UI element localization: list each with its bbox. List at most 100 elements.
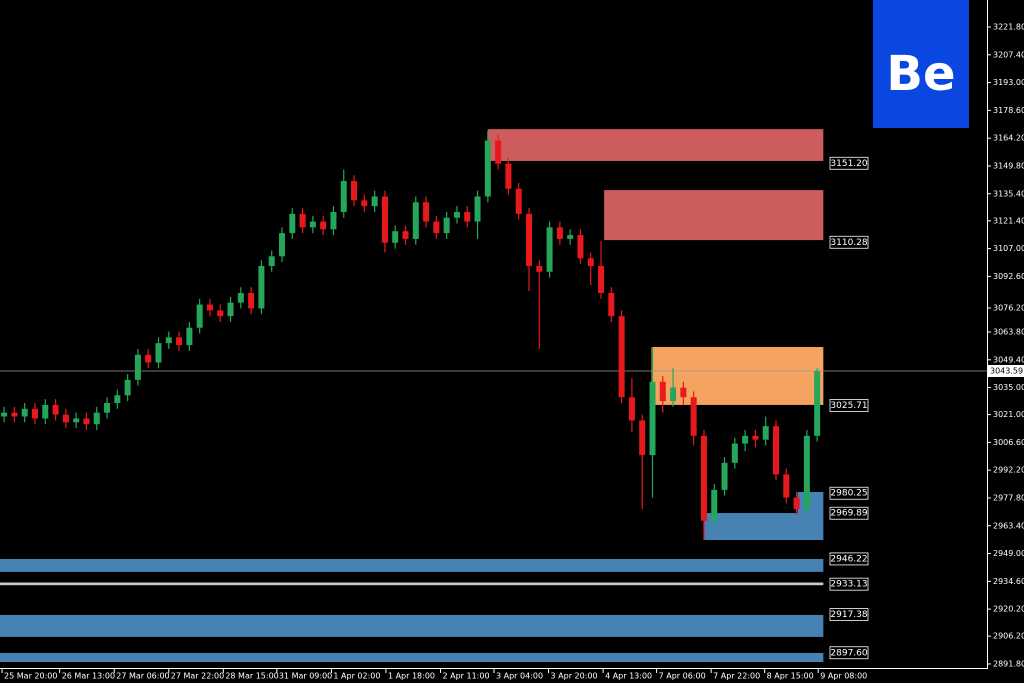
candle-body [783, 474, 790, 498]
level-label: 2917.38 [830, 610, 867, 620]
candle-body [453, 211, 460, 218]
candle-body [186, 327, 193, 346]
candle-body [803, 435, 810, 510]
candle-body [217, 310, 224, 317]
candle-body [608, 292, 615, 317]
level-label-box [829, 235, 869, 249]
marks: 3151.20 3110.28 3025.71 2980.25 2969.89 2946.… [0, 23, 1024, 681]
candle-body [206, 304, 213, 311]
candle-body [258, 265, 265, 309]
candle-body [289, 213, 296, 234]
candle-body [381, 196, 388, 243]
candle-body [104, 403, 111, 413]
level-label-box [829, 552, 869, 566]
level-label-box [829, 156, 869, 170]
candle-body [814, 370, 821, 436]
candle-body [309, 221, 316, 228]
x-tick-label: 8 Apr 15:00 [767, 672, 814, 681]
level-label: 2933.13 [830, 580, 867, 590]
candle-body [227, 302, 234, 317]
y-tick-label: 3207.40 [993, 50, 1024, 59]
candle-body [145, 354, 152, 363]
level-label-box [829, 646, 869, 660]
y-tick-label: 3121.40 [993, 216, 1024, 225]
candle-body [443, 217, 450, 234]
x-tick-label: 4 Apr 13:00 [605, 672, 652, 681]
candle-body [680, 387, 687, 398]
x-tick-label: 26 Mar 13:00 [62, 672, 115, 681]
y-tick-label: 3092.60 [993, 272, 1024, 281]
x-tick-label: 7 Apr 22:00 [713, 672, 760, 681]
candle-body [278, 233, 285, 257]
x-tick-label: 3 Apr 04:00 [496, 672, 543, 681]
candle-body [176, 337, 183, 346]
level-label: 2946.22 [830, 554, 867, 564]
candle-body [412, 202, 419, 239]
candle-body [772, 426, 779, 475]
zone [0, 558, 824, 572]
x-tick-label: 28 Mar 15:00 [225, 672, 278, 681]
candle-body [484, 140, 491, 197]
candle-body [505, 163, 512, 189]
y-tick-label: 3049.40 [993, 355, 1024, 364]
candle-body [536, 265, 543, 272]
candle-body [525, 213, 532, 266]
y-tick-label: 3221.80 [993, 23, 1024, 32]
candle-body [721, 462, 728, 490]
candle-body [248, 292, 255, 309]
candle-body [731, 443, 738, 463]
candle-body [474, 196, 481, 222]
x-tick-label: 25 Mar 20:00 [4, 672, 57, 681]
x-tick-label: 1 Apr 18:00 [388, 672, 435, 681]
last-price-box [988, 364, 1024, 377]
candle-body [793, 497, 800, 510]
candle-body [83, 418, 90, 425]
level-label: 2980.25 [830, 489, 867, 499]
candle-body [155, 343, 162, 363]
y-tick-label: 3135.40 [993, 189, 1024, 198]
level-label: 2969.89 [830, 509, 867, 519]
logo: Be [886, 46, 955, 102]
candle-body [73, 418, 80, 423]
candle-body [320, 221, 327, 230]
candle-body [742, 435, 749, 444]
last-price-label: 3043.59 [990, 366, 1023, 375]
candle-body [587, 258, 594, 266]
y-tick-label: 3035.00 [993, 383, 1024, 392]
level-label: 3110.28 [830, 238, 867, 248]
level-label: 3151.20 [830, 159, 867, 169]
candle-body [752, 435, 759, 440]
candle-body [351, 181, 358, 201]
candle-body [762, 426, 769, 440]
x-tick-label: 7 Apr 06:00 [659, 672, 706, 681]
candle-body [361, 200, 368, 207]
candle-body [21, 408, 28, 417]
y-tick-label: 3149.80 [993, 161, 1024, 170]
y-tick-label: 3193.00 [993, 78, 1024, 87]
y-tick-label: 2934.60 [993, 577, 1024, 586]
candle-body [700, 435, 707, 521]
x-tick-label: 2 Apr 11:00 [442, 672, 489, 681]
candle-body [556, 227, 563, 239]
zone [797, 491, 824, 514]
candle-body [495, 140, 502, 164]
logo-box [873, 0, 969, 128]
candle-body [618, 316, 625, 398]
candle-body [659, 381, 666, 402]
level-label-box [829, 577, 869, 591]
level-label: 3025.71 [830, 401, 867, 411]
candle-body [62, 414, 69, 423]
candle-body [423, 202, 430, 222]
candle-body [371, 196, 378, 207]
candle-body [711, 489, 718, 521]
zone [703, 513, 824, 541]
candle-body [567, 235, 574, 239]
level-label: 2897.60 [830, 648, 867, 658]
y-tick-label: 3107.00 [993, 244, 1024, 253]
candle-body [165, 337, 172, 344]
candle-body [690, 397, 697, 436]
y-tick-label: 2906.20 [993, 632, 1024, 641]
candle-body [11, 412, 18, 417]
